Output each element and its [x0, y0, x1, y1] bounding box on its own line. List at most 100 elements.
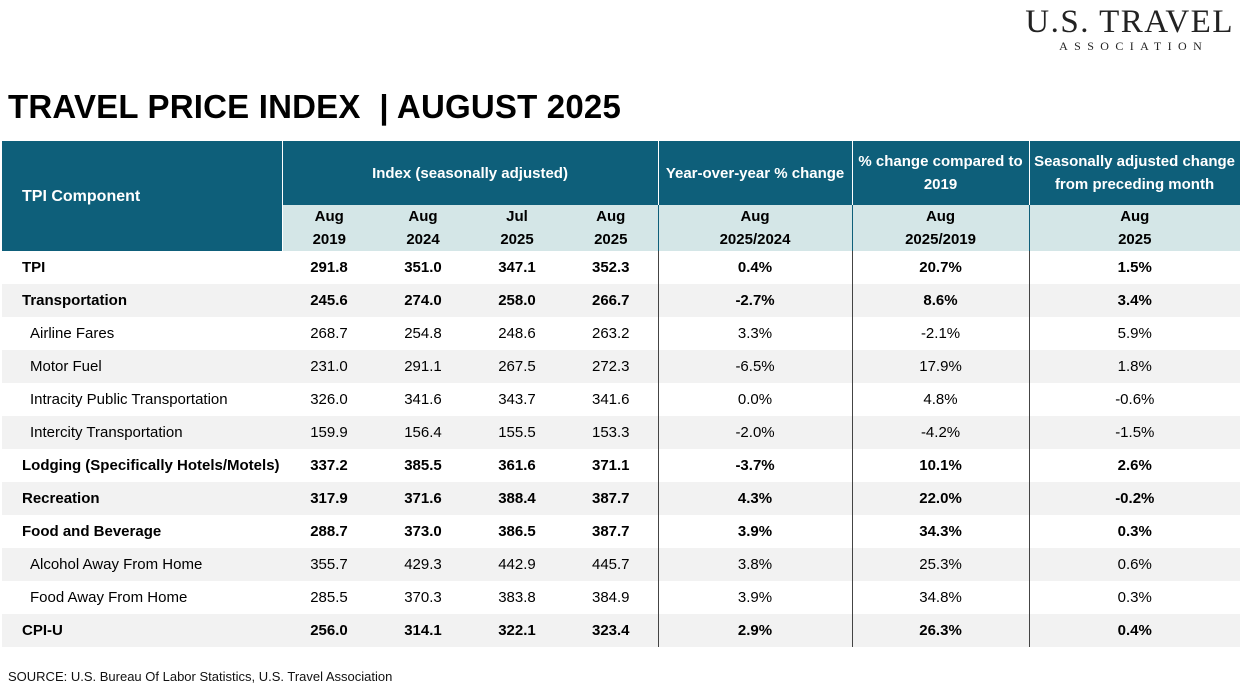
table-row: Alcohol Away From Home 355.7 429.3 442.9 445…: [2, 548, 1241, 581]
row-value: 25.3%: [852, 548, 1030, 581]
row-label: Motor Fuel: [2, 350, 282, 383]
source-note: SOURCE: U.S. Bureau Of Labor Statistics,…: [8, 669, 393, 684]
row-value: 34.8%: [852, 581, 1030, 614]
row-value: 2.6%: [1117, 457, 1152, 474]
row-value: -2.7%: [658, 284, 853, 317]
table-row: Food and Beverage 288.7 373.0 386.5 387.7 3.9…: [2, 515, 1240, 548]
row-value: 1.8%: [1029, 350, 1241, 383]
row-value: 383.8: [498, 589, 536, 606]
row-value: 442.9: [470, 548, 564, 581]
row-label: Intracity Public Transportation: [30, 391, 228, 408]
row-label: Airline Fares: [30, 325, 115, 342]
row-value: 0.6%: [1029, 548, 1241, 581]
row-value: 10.1%: [852, 449, 1030, 482]
row-label: CPI-U: [2, 614, 282, 647]
row-value: -4.2%: [852, 416, 1030, 449]
row-value: -0.6%: [1115, 391, 1155, 408]
row-value: 288.7: [310, 523, 348, 540]
subheader-aug-2019: Aug 2019: [282, 205, 376, 251]
row-value: -1.5%: [1029, 416, 1241, 449]
row-value: 361.6: [498, 457, 536, 474]
table-row: Food Away From Home 285.5 370.3 383.8 384.9 3…: [2, 581, 1240, 614]
row-value: 388.4: [470, 482, 564, 515]
row-value: 0.3%: [1117, 589, 1152, 606]
header-tpi-component: TPI Component: [2, 141, 283, 251]
row-value: 153.3: [564, 416, 659, 449]
row-value: 373.0: [404, 523, 442, 540]
table-row: Lodging (Specifically Hotels/Motels) 337.…: [2, 449, 1240, 482]
table-row: Intracity Public Transportation 326.0 341.…: [2, 383, 1240, 416]
row-label: Transportation: [2, 284, 282, 317]
row-value: 3.9%: [658, 515, 853, 548]
row-value: 3.8%: [658, 548, 853, 581]
row-value: 4.3%: [658, 482, 853, 515]
row-value: 387.7: [564, 515, 659, 548]
table-body: TPI 291.8 351.0 347.1 352.3 0.4% 20.7% 1.5% Tran…: [2, 251, 1241, 647]
subheader-yoy-period: Aug 2025/2024: [658, 205, 853, 251]
row-label: Food and Beverage: [22, 523, 162, 540]
subheader-sa-period: Aug 2025: [1029, 205, 1241, 251]
row-value: 156.4: [376, 416, 470, 449]
table-row: Intercity Transportation 159.9 156.4 155.5 1…: [2, 416, 1241, 449]
table-row: TPI 291.8 351.0 347.1 352.3 0.4% 20.7% 1.5%: [2, 251, 1240, 284]
row-value: 268.7: [310, 325, 348, 342]
row-label: Recreation: [2, 482, 282, 515]
row-value: 314.1: [376, 614, 470, 647]
subheader-vs2019-period: Aug 2025/2019: [852, 205, 1030, 251]
row-value: 343.7: [498, 391, 536, 408]
row-label: Food Away From Home: [30, 589, 188, 606]
row-value: -3.7%: [658, 449, 853, 482]
header-vs-2019: % change compared to 2019: [852, 141, 1030, 205]
row-value: 385.5: [404, 457, 442, 474]
row-value: 429.3: [376, 548, 470, 581]
row-value: 3.9%: [658, 581, 853, 614]
row-value: 3.3%: [658, 317, 853, 350]
row-value: -6.5%: [658, 350, 853, 383]
row-value: 352.3: [564, 251, 659, 284]
row-value: 5.9%: [1117, 325, 1152, 342]
row-value: 263.2: [564, 317, 659, 350]
row-value: 285.5: [310, 589, 348, 606]
row-value: 347.1: [498, 259, 536, 276]
subheader-aug-2024: Aug 2024: [376, 205, 470, 251]
table-row: Airline Fares 268.7 254.8 248.6 263.2 3.3% -2.…: [2, 317, 1240, 350]
row-value: 272.3: [564, 350, 659, 383]
row-value: -0.2%: [1029, 482, 1241, 515]
header-row: TPI Component Index (seasonally adjusted…: [2, 141, 1241, 251]
row-value: 245.6: [282, 284, 376, 317]
header-index: Index (seasonally adjusted): [282, 141, 659, 205]
subheader-row: Aug 2019 Aug 2024 Jul 2025 Aug 2025 Aug 2025/…: [2, 205, 1241, 251]
row-value: 4.8%: [852, 383, 1030, 416]
row-value: 0.4%: [1029, 614, 1241, 647]
table-row: Motor Fuel 231.0 291.1 267.5 272.3 -6.5% 17.9%…: [2, 350, 1241, 383]
row-value: 341.6: [564, 383, 659, 416]
row-value: 322.1: [470, 614, 564, 647]
row-label: TPI: [22, 259, 46, 276]
row-value: 0.4%: [658, 251, 853, 284]
row-value: 386.5: [498, 523, 536, 540]
logo-sub-text: ASSOCIATION: [1059, 39, 1209, 53]
row-value: 0.0%: [658, 383, 853, 416]
row-value: 370.3: [404, 589, 442, 606]
row-value: 159.9: [282, 416, 376, 449]
row-value: 326.0: [310, 391, 348, 408]
row-value: 248.6: [498, 325, 536, 342]
row-value: 1.5%: [1117, 259, 1152, 276]
row-value: 231.0: [282, 350, 376, 383]
table-row: CPI-U 256.0 314.1 322.1 323.4 2.9% 26.3% 0.4%: [2, 614, 1241, 647]
header-yoy: Year-over-year % change: [658, 141, 853, 205]
row-value: 323.4: [564, 614, 659, 647]
row-value: 8.6%: [852, 284, 1030, 317]
row-value: 317.9: [282, 482, 376, 515]
table-row: Transportation 245.6 274.0 258.0 266.7 -2.7% 8…: [2, 284, 1241, 317]
subheader-aug-2025: Aug 2025: [564, 205, 659, 251]
tpi-table: TPI Component Index (seasonally adjusted…: [2, 141, 1241, 647]
us-travel-logo: U.S. TRAVEL ASSOCIATION: [1025, 4, 1234, 52]
row-label: Lodging (Specifically Hotels/Motels): [22, 457, 280, 474]
row-value: 267.5: [470, 350, 564, 383]
logo-main-text: U.S. TRAVEL: [1025, 4, 1234, 40]
row-value: 291.1: [376, 350, 470, 383]
page-title: TRAVEL PRICE INDEX | AUGUST 2025: [8, 88, 622, 125]
row-value: 274.0: [376, 284, 470, 317]
row-value: 445.7: [564, 548, 659, 581]
